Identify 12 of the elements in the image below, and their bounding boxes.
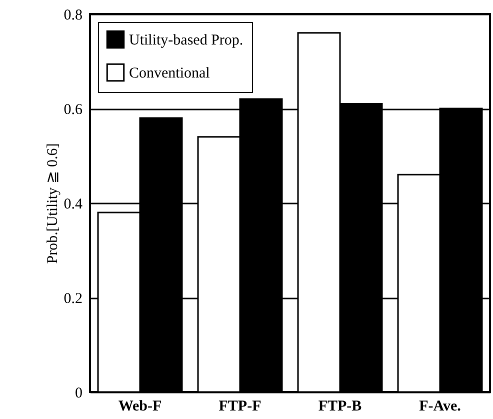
y-tick-label: 0.2 [64,291,82,307]
y-tick-label: 0.6 [64,102,83,118]
x-tick-label: FTP-F [218,398,262,414]
x-tick-label: Web-F [118,398,162,414]
legend-label: Utility-based Prop. [129,32,244,48]
x-tick-label: FTP-B [318,398,362,414]
legend-label: Conventional [129,66,210,82]
y-tick-label: 0 [75,386,82,402]
y-tick-label: 0.4 [64,196,83,212]
y-axis-title: Prob.[Utility ≧ 0.6] [44,143,61,264]
y-tick-label: 0.8 [64,8,82,24]
x-tick-label: F-Ave. [419,398,462,414]
